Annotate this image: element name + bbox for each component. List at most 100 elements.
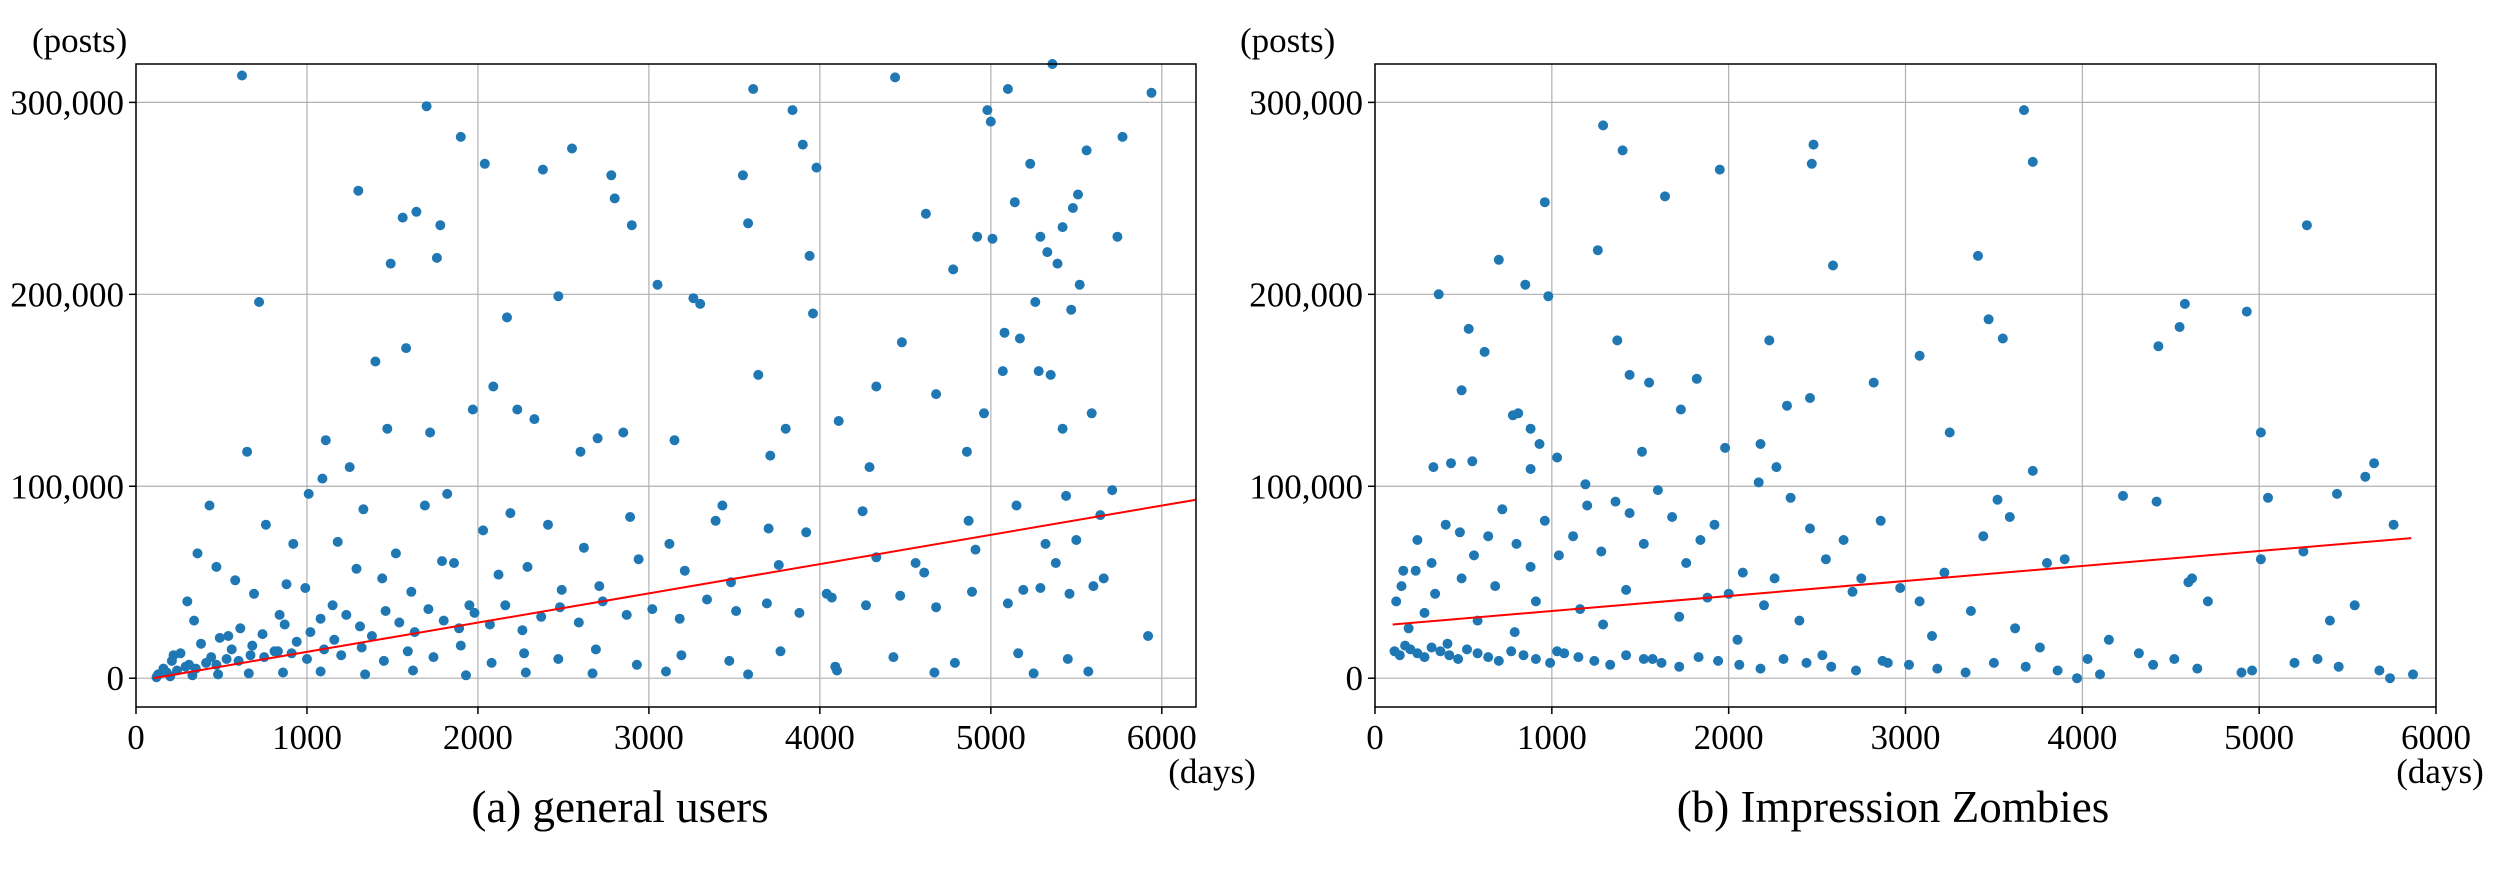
data-point: [765, 450, 776, 461]
data-point: [257, 629, 268, 640]
data-point: [1932, 663, 1943, 674]
data-point: [2004, 512, 2015, 522]
data-point: [731, 606, 742, 616]
data-point: [486, 657, 497, 668]
data-point: [679, 565, 690, 576]
data-point: [1734, 659, 1745, 670]
data-point: [353, 185, 364, 196]
data-point: [1483, 652, 1494, 663]
data-point: [1493, 655, 1504, 666]
y-tick-label: 100,000: [10, 467, 124, 506]
data-point: [2301, 220, 2312, 231]
data-point: [300, 583, 311, 593]
data-point: [1624, 369, 1635, 380]
data-point: [621, 609, 632, 620]
data-point: [1927, 631, 1937, 641]
data-point: [929, 667, 940, 678]
data-point: [987, 233, 998, 244]
data-point: [1695, 535, 1706, 545]
panel-impression-zombies: 0 1000 2000 3000 4000 5000 6000 0 100,000 200,000…: [1240, 21, 2484, 832]
data-point: [260, 519, 271, 530]
data-point: [961, 446, 972, 457]
data-point: [1509, 627, 1520, 638]
data-point: [1732, 634, 1743, 645]
data-point: [1143, 631, 1154, 641]
data-point: [1011, 500, 1022, 511]
data-point: [237, 70, 247, 81]
trend-line: [152, 498, 1197, 680]
data-point: [1660, 191, 1670, 202]
data-point: [332, 536, 343, 547]
data-point: [1759, 600, 1769, 611]
data-point: [2052, 665, 2063, 676]
data-point: [1806, 158, 1817, 169]
x-tick-label: 5000: [956, 718, 1026, 757]
data-point: [1667, 512, 1678, 522]
data-point: [2153, 341, 2164, 352]
data-point: [688, 293, 699, 304]
data-point: [1851, 665, 1861, 676]
data-point: [1598, 619, 1609, 630]
data-point: [1493, 254, 1504, 265]
data-point: [763, 523, 774, 534]
data-point: [1693, 652, 1704, 663]
data-point: [351, 563, 362, 574]
data-point: [401, 343, 412, 354]
data-point: [1045, 369, 1056, 380]
data-point: [1801, 657, 1812, 668]
data-point: [748, 84, 759, 94]
data-point: [336, 650, 347, 661]
data-point: [201, 657, 212, 668]
data-point: [520, 667, 531, 678]
x-tick-label: 4000: [2047, 718, 2117, 757]
data-point: [1030, 297, 1041, 307]
data-point: [896, 337, 907, 348]
data-point: [985, 116, 996, 127]
data-point: [1428, 462, 1439, 473]
data-point: [437, 556, 447, 567]
data-point: [341, 609, 352, 620]
data-point: [2241, 306, 2252, 317]
data-point: [1426, 642, 1437, 653]
y-unit-label: (posts): [1240, 21, 1335, 60]
data-point: [1067, 203, 1078, 213]
data-point: [281, 579, 292, 590]
data-point: [230, 575, 241, 586]
data-point: [370, 356, 381, 367]
data-point: [479, 158, 490, 169]
data-point: [189, 615, 200, 626]
data-point: [2289, 657, 2300, 668]
data-point: [826, 592, 837, 603]
data-point: [1410, 565, 1421, 576]
data-point: [2388, 519, 2399, 530]
data-point: [182, 596, 193, 607]
data-point: [1469, 550, 1479, 561]
data-point: [419, 500, 430, 511]
data-point: [1644, 377, 1655, 388]
data-point: [1838, 535, 1849, 545]
data-point: [2369, 458, 2380, 469]
data-point: [180, 661, 191, 672]
data-point: [1018, 584, 1029, 595]
data-point: [1490, 581, 1501, 592]
plot-frame: [135, 63, 1197, 708]
data-point: [279, 619, 290, 630]
data-point: [2027, 465, 2038, 476]
data-point: [2010, 623, 2021, 634]
x-unit-label: (days): [1168, 752, 1255, 791]
data-point: [2349, 600, 2360, 611]
data-point: [1992, 494, 2003, 505]
data-point: [302, 654, 312, 664]
data-point: [2408, 669, 2418, 680]
data-point: [999, 327, 1010, 338]
data-point: [1117, 131, 1128, 142]
data-point: [1042, 247, 1053, 258]
data-point: [1856, 573, 1867, 584]
data-point: [291, 636, 302, 647]
data-point: [1435, 646, 1446, 657]
data-point: [512, 404, 523, 415]
data-point: [431, 252, 442, 263]
data-point: [861, 600, 871, 611]
x-tick-label: 0: [127, 718, 145, 757]
data-point: [633, 554, 644, 565]
